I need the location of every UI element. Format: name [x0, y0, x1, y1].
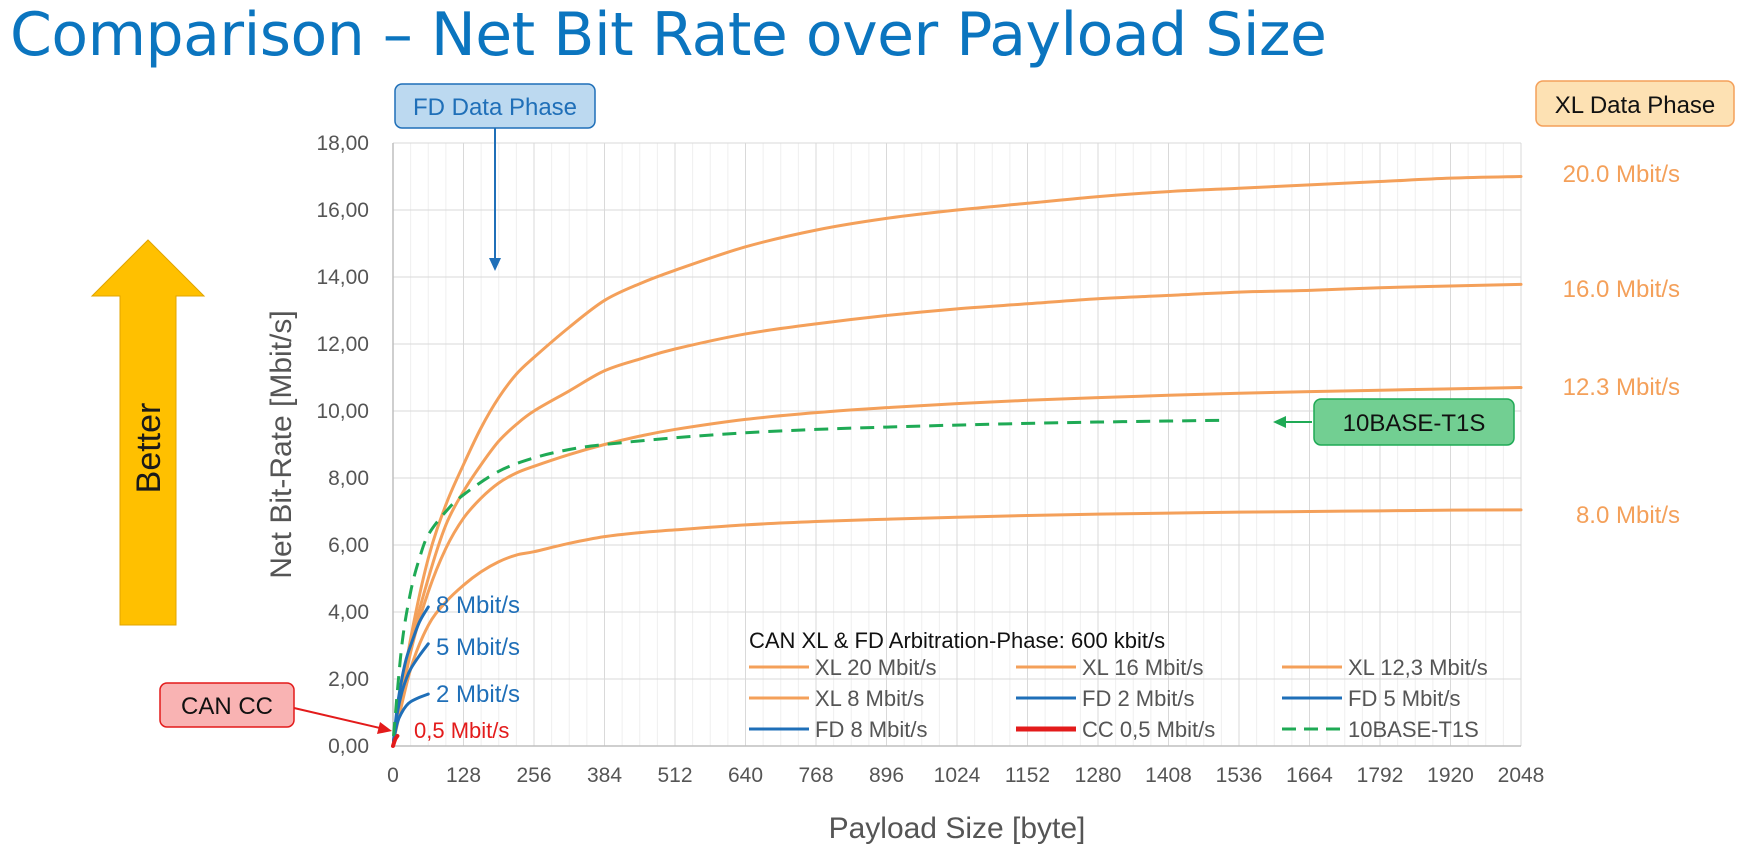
legend-item-xl-12-3-mbit-s: XL 12,3 Mbit/s	[1282, 655, 1488, 680]
legend-label: XL 12,3 Mbit/s	[1348, 655, 1488, 680]
end-label-cc-0-5: 0,5 Mbit/s	[414, 718, 509, 743]
can-cc-annotation: CAN CC	[159, 682, 392, 734]
can-cc-arrowhead	[377, 722, 392, 734]
x-tick-label: 1664	[1286, 764, 1333, 787]
fd-data-phase-arrowhead	[489, 258, 501, 271]
legend-label: XL 16 Mbit/s	[1082, 655, 1203, 680]
better-label: Better	[130, 403, 168, 494]
chart-legend: CAN XL & FD Arbitration-Phase: 600 kbit/…	[749, 628, 1488, 742]
series-line-xl-20-mbit-s	[392, 175, 1523, 743]
end-label-xl-20-mbit-s: 20.0 Mbit/s	[1563, 161, 1680, 188]
x-tick-label: 1280	[1075, 764, 1122, 787]
end-label-xl-16-mbit-s: 16.0 Mbit/s	[1563, 276, 1680, 303]
x-tick-label: 640	[728, 764, 763, 787]
better-arrow: Better	[90, 239, 206, 626]
series-end-labels: 20.0 Mbit/s 16.0 Mbit/s 12.3 Mbit/s 8.0 Mbi…	[414, 161, 1680, 743]
can-cc-arrow	[293, 707, 385, 730]
series-line-xl-12-3-mbit-s	[392, 386, 1523, 743]
legend-item-fd-2-mbit-s: FD 2 Mbit/s	[1016, 686, 1194, 711]
series-line-cc-0-5-mbit-s	[391, 733, 400, 748]
fd-data-phase-annotation: FD Data Phase	[394, 83, 596, 271]
y-tick-label: 4,00	[328, 601, 369, 624]
xl-data-phase-box	[1535, 80, 1735, 127]
x-tick-label: 1920	[1427, 764, 1474, 787]
end-label-fd-5-mbit-s: 5 Mbit/s	[436, 634, 520, 661]
xl-data-phase-label: XL Data Phase	[1555, 92, 1716, 119]
legend-label: CC 0,5 Mbit/s	[1082, 717, 1215, 742]
y-tick-label: 18,00	[316, 132, 369, 155]
legend-item-fd-5-mbit-s: FD 5 Mbit/s	[1282, 686, 1460, 711]
end-label-xl-12-3-mbit-s: 12.3 Mbit/s	[1563, 374, 1680, 401]
legend-item-fd-8-mbit-s: FD 8 Mbit/s	[749, 717, 927, 742]
series-line-xl-8-mbit-s	[392, 508, 1523, 743]
legend-label: FD 2 Mbit/s	[1082, 686, 1194, 711]
legend-item-xl-16-mbit-s: XL 16 Mbit/s	[1016, 655, 1203, 680]
x-tick-label: 512	[657, 764, 692, 787]
x-tick-label: 1024	[934, 764, 981, 787]
legend-item-cc-0-5-mbit-s: CC 0,5 Mbit/s	[1016, 717, 1215, 742]
y-tick-label: 6,00	[328, 534, 369, 557]
page-title: Comparison – Net Bit Rate over Payload S…	[10, 0, 1327, 70]
legend-item-xl-20-mbit-s: XL 20 Mbit/s	[749, 655, 936, 680]
y-tick-label: 12,00	[316, 333, 369, 356]
x-tick-label: 256	[516, 764, 551, 787]
y-tick-label: 0,00	[328, 735, 369, 758]
legend-label: XL 8 Mbit/s	[815, 686, 924, 711]
x-tick-label: 768	[798, 764, 833, 787]
ten-base-t1s-box	[1313, 398, 1515, 446]
y-tick-label: 14,00	[316, 266, 369, 289]
y-tick-label: 2,00	[328, 668, 369, 691]
series-line-10base-t1s	[392, 418, 1220, 737]
legend-label: FD 5 Mbit/s	[1348, 686, 1460, 711]
can-cc-box	[159, 682, 295, 728]
end-label-xl-8-mbit-s: 8.0 Mbit/s	[1576, 502, 1680, 529]
x-tick-label: 0	[387, 764, 399, 787]
series-line-xl-16-mbit-s	[392, 282, 1523, 743]
fd-data-phase-label: FD Data Phase	[413, 94, 577, 121]
series-layer	[391, 175, 1523, 748]
y-tick-label: 16,00	[316, 199, 369, 222]
xl-data-phase-annotation: XL Data Phase	[1535, 80, 1735, 127]
x-tick-label: 128	[446, 764, 481, 787]
x-tick-label: 896	[869, 764, 904, 787]
x-tick-label: 1152	[1005, 764, 1050, 787]
better-arrow-shape	[90, 239, 206, 626]
x-axis-title: Payload Size [byte]	[829, 812, 1086, 845]
can-cc-label: CAN CC	[181, 693, 273, 720]
y-tick-label: 10,00	[316, 400, 369, 423]
legend-label: 10BASE-T1S	[1348, 717, 1479, 742]
axis-layer: 0 128 256 384 512 640 768 896 1024 1152 1280 1408 15…	[265, 132, 1544, 845]
legend-label: XL 20 Mbit/s	[815, 655, 936, 680]
x-tick-label: 1792	[1357, 764, 1404, 787]
legend-item-xl-8-mbit-s: XL 8 Mbit/s	[749, 686, 924, 711]
x-tick-label: 2048	[1498, 764, 1545, 787]
end-label-fd-2-mbit-s: 2 Mbit/s	[436, 681, 520, 708]
legend-label: FD 8 Mbit/s	[815, 717, 927, 742]
y-tick-label: 8,00	[328, 467, 369, 490]
ten-base-t1s-annotation: 10BASE-T1S	[1273, 398, 1515, 446]
end-label-fd-8-mbit-s: 8 Mbit/s	[436, 592, 520, 619]
x-tick-label: 1408	[1145, 764, 1192, 787]
grid-layer	[392, 142, 1522, 747]
legend-item-10base-t1s: 10BASE-T1S	[1282, 717, 1479, 742]
x-tick-label: 1536	[1216, 764, 1263, 787]
ten-base-t1s-arrowhead	[1273, 416, 1286, 428]
y-axis-title: Net Bit-Rate [Mbit/s]	[265, 310, 298, 578]
x-tick-label: 384	[587, 764, 622, 787]
legend-title: CAN XL & FD Arbitration-Phase: 600 kbit/…	[749, 628, 1165, 653]
ten-base-t1s-label: 10BASE-T1S	[1343, 410, 1486, 437]
